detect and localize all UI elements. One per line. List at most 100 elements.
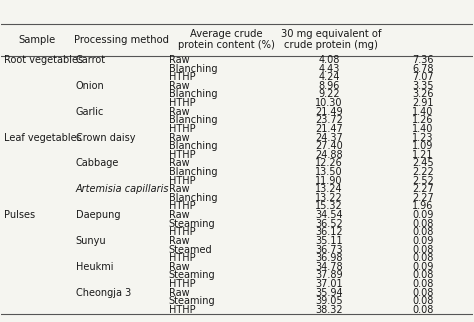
Text: HTHP: HTHP	[169, 202, 195, 212]
Text: 13.22: 13.22	[315, 193, 343, 203]
Text: HTHP: HTHP	[169, 124, 195, 134]
Text: HTHP: HTHP	[169, 253, 195, 263]
Text: Blanching: Blanching	[169, 167, 217, 177]
Text: HTHP: HTHP	[169, 150, 195, 160]
Text: Raw: Raw	[169, 158, 189, 168]
Text: 2.27: 2.27	[412, 184, 434, 194]
Text: 0.08: 0.08	[412, 219, 434, 229]
Text: Steaming: Steaming	[169, 270, 215, 280]
Text: 3.26: 3.26	[412, 90, 434, 99]
Text: Crown daisy: Crown daisy	[76, 133, 136, 143]
Text: 35.94: 35.94	[315, 288, 343, 298]
Text: Raw: Raw	[169, 288, 189, 298]
Text: 2.45: 2.45	[412, 158, 434, 168]
Text: 11.90: 11.90	[315, 175, 343, 185]
Text: 7.07: 7.07	[412, 72, 434, 82]
Text: HTHP: HTHP	[169, 72, 195, 82]
Text: 30 mg equivalent of
crude protein (mg): 30 mg equivalent of crude protein (mg)	[281, 29, 382, 51]
Text: Sunyu: Sunyu	[76, 236, 107, 246]
Text: 10.30: 10.30	[315, 98, 343, 108]
Text: 24.88: 24.88	[315, 150, 343, 160]
Text: 6.78: 6.78	[412, 63, 434, 74]
Text: Blanching: Blanching	[169, 90, 217, 99]
Text: Raw: Raw	[169, 184, 189, 194]
Text: Blanching: Blanching	[169, 193, 217, 203]
Text: 0.08: 0.08	[412, 305, 434, 315]
Text: Pulses: Pulses	[4, 210, 35, 220]
Text: 13.24: 13.24	[315, 184, 343, 194]
Text: 21.49: 21.49	[315, 107, 343, 117]
Text: 12.26: 12.26	[315, 158, 343, 168]
Text: 0.08: 0.08	[412, 296, 434, 306]
Text: 2.27: 2.27	[412, 193, 434, 203]
Text: 0.09: 0.09	[412, 262, 434, 272]
Text: 23.72: 23.72	[315, 115, 343, 125]
Text: HTHP: HTHP	[169, 227, 195, 237]
Text: 36.73: 36.73	[315, 245, 343, 255]
Text: 15.32: 15.32	[315, 202, 343, 212]
Text: Sample: Sample	[18, 35, 55, 45]
Text: 21.47: 21.47	[315, 124, 343, 134]
Text: 27.40: 27.40	[315, 141, 343, 151]
Text: Average crude
protein content (%): Average crude protein content (%)	[178, 29, 275, 51]
Text: 39.05: 39.05	[315, 296, 343, 306]
Text: Heukmi: Heukmi	[76, 262, 113, 272]
Text: 7.36: 7.36	[412, 55, 434, 65]
Text: 2.52: 2.52	[412, 175, 434, 185]
Text: 37.89: 37.89	[315, 270, 343, 280]
Text: Onion: Onion	[76, 81, 105, 91]
Text: 0.08: 0.08	[412, 288, 434, 298]
Text: Steaming: Steaming	[169, 219, 215, 229]
Text: 4.43: 4.43	[318, 63, 339, 74]
Text: Artemisia capillaris: Artemisia capillaris	[76, 184, 169, 194]
Text: 34.78: 34.78	[315, 262, 343, 272]
Text: Steaming: Steaming	[169, 296, 215, 306]
Text: 0.08: 0.08	[412, 227, 434, 237]
Text: HTHP: HTHP	[169, 175, 195, 185]
Text: 1.09: 1.09	[412, 141, 434, 151]
Text: 24.37: 24.37	[315, 133, 343, 143]
Text: Cheongja 3: Cheongja 3	[76, 288, 131, 298]
Text: HTHP: HTHP	[169, 279, 195, 289]
Text: 38.32: 38.32	[315, 305, 343, 315]
Text: HTHP: HTHP	[169, 305, 195, 315]
Text: Daepung: Daepung	[76, 210, 120, 220]
Text: 37.01: 37.01	[315, 279, 343, 289]
Text: 1.21: 1.21	[412, 150, 434, 160]
Text: Processing method: Processing method	[74, 35, 169, 45]
Text: Raw: Raw	[169, 262, 189, 272]
Text: 2.91: 2.91	[412, 98, 434, 108]
Text: 9.22: 9.22	[318, 90, 340, 99]
Text: 34.54: 34.54	[315, 210, 343, 220]
Text: 4.24: 4.24	[318, 72, 340, 82]
Text: 36.52: 36.52	[315, 219, 343, 229]
Text: 1.96: 1.96	[412, 202, 434, 212]
Text: Raw: Raw	[169, 236, 189, 246]
Text: Blanching: Blanching	[169, 63, 217, 74]
Text: Root vegetables: Root vegetables	[4, 55, 83, 65]
Text: Carrot: Carrot	[76, 55, 106, 65]
Text: 0.08: 0.08	[412, 270, 434, 280]
Text: HTHP: HTHP	[169, 98, 195, 108]
Text: Raw: Raw	[169, 210, 189, 220]
Text: Steamed: Steamed	[169, 245, 212, 255]
Text: 36.98: 36.98	[315, 253, 343, 263]
Text: 3.35: 3.35	[412, 81, 434, 91]
Text: Leaf vegetables: Leaf vegetables	[4, 133, 82, 143]
Text: Garlic: Garlic	[76, 107, 104, 117]
Text: 1.40: 1.40	[412, 107, 434, 117]
Text: Blanching: Blanching	[169, 141, 217, 151]
Text: 1.26: 1.26	[412, 115, 434, 125]
Text: 2.22: 2.22	[412, 167, 434, 177]
Text: 4.08: 4.08	[318, 55, 339, 65]
Text: 35.11: 35.11	[315, 236, 343, 246]
Text: 0.08: 0.08	[412, 253, 434, 263]
Text: 36.12: 36.12	[315, 227, 343, 237]
Text: 0.09: 0.09	[412, 236, 434, 246]
Text: 0.09: 0.09	[412, 210, 434, 220]
Text: 8.96: 8.96	[318, 81, 339, 91]
Text: Raw: Raw	[169, 81, 189, 91]
Text: Raw: Raw	[169, 55, 189, 65]
Text: Raw: Raw	[169, 107, 189, 117]
Text: Raw: Raw	[169, 133, 189, 143]
